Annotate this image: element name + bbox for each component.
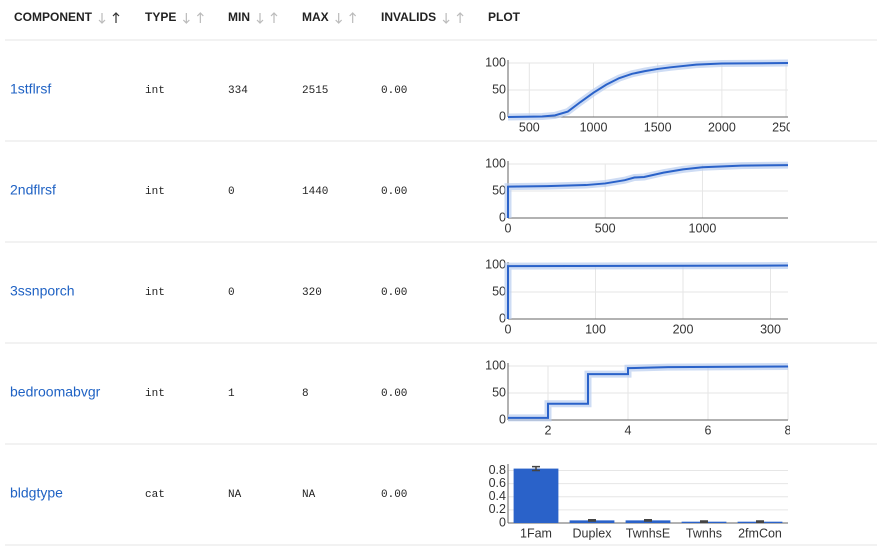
sort-arrow[interactable] <box>112 12 120 23</box>
min-cell: NA <box>228 489 242 501</box>
x-tick-label: 2fmCon <box>738 526 782 540</box>
y-tick-label: 0.6 <box>489 476 506 490</box>
x-tick-label: 1000 <box>689 221 717 235</box>
y-tick-label: 0 <box>499 412 506 426</box>
y-tick-label: 0.2 <box>489 502 506 516</box>
y-tick-label: 50 <box>492 284 506 298</box>
cdf-line <box>507 264 789 319</box>
y-tick-label: 50 <box>492 183 506 197</box>
x-tick-label: Twnhs <box>686 526 722 540</box>
x-tick-label: 1Fam <box>520 526 552 540</box>
y-tick-label: 100 <box>485 358 506 372</box>
min-cell: 1 <box>228 388 235 400</box>
x-tick-label: 1000 <box>580 120 608 134</box>
mini-chart: 0 50 100 0 100 200 300 <box>485 257 789 336</box>
x-tick-label: 500 <box>595 221 616 235</box>
mini-chart: 0 50 100 500 1000 1500 2000 2500 <box>485 55 800 134</box>
sort-arrow[interactable] <box>182 13 190 24</box>
x-tick-label: 2500 <box>772 120 800 134</box>
type-cell: int <box>145 388 165 400</box>
component-link[interactable]: bedroomabvgr <box>10 384 101 400</box>
y-tick-label: 0 <box>499 311 506 325</box>
type-cell: int <box>145 85 165 97</box>
column-header[interactable]: MIN <box>228 10 250 24</box>
max-cell: 1440 <box>302 186 328 198</box>
sort-arrow[interactable] <box>456 12 464 23</box>
error-bar <box>588 518 596 522</box>
sort-arrow[interactable] <box>349 12 357 23</box>
x-tick-label: 0 <box>505 322 512 336</box>
sort-arrow[interactable] <box>270 12 278 23</box>
component-link[interactable]: 2ndflrsf <box>10 182 56 198</box>
type-cell: int <box>145 186 165 198</box>
confidence-band <box>508 363 789 422</box>
sort-arrow[interactable] <box>196 12 204 23</box>
sort-arrow[interactable] <box>335 13 343 24</box>
cdf-line <box>507 164 789 218</box>
min-cell: 334 <box>228 85 248 97</box>
invalids-cell: 0.00 <box>381 287 407 299</box>
bar <box>513 468 559 523</box>
min-cell: 0 <box>228 287 235 299</box>
sort-arrow[interactable] <box>442 13 450 24</box>
column-header[interactable]: MAX <box>302 10 329 24</box>
x-tick-label: 200 <box>673 322 694 336</box>
mini-chart: 0 50 100 2 4 6 8 <box>485 358 792 437</box>
max-cell: 2515 <box>302 85 328 97</box>
invalids-cell: 0.00 <box>381 85 407 97</box>
component-link[interactable]: 3ssnporch <box>10 283 75 299</box>
x-tick-label: 2 <box>545 423 552 437</box>
y-tick-label: 0 <box>499 210 506 224</box>
column-header[interactable]: TYPE <box>145 10 176 24</box>
confidence-band <box>504 161 789 218</box>
column-header[interactable]: COMPONENT <box>14 10 93 24</box>
x-tick-label: 4 <box>625 423 632 437</box>
column-header[interactable]: INVALIDS <box>381 10 436 24</box>
error-bar <box>644 518 652 522</box>
error-bar <box>700 520 708 524</box>
column-header: PLOT <box>488 10 521 24</box>
cdf-line <box>508 365 789 419</box>
max-cell: 8 <box>302 388 309 400</box>
invalids-cell: 0.00 <box>381 388 407 400</box>
sort-arrow[interactable] <box>256 13 264 24</box>
type-cell: int <box>145 287 165 299</box>
error-bar <box>756 520 764 524</box>
x-tick-label: 100 <box>585 322 606 336</box>
x-tick-label: 2000 <box>708 120 736 134</box>
max-cell: 320 <box>302 287 322 299</box>
y-tick-label: 50 <box>492 385 506 399</box>
invalids-cell: 0.00 <box>381 489 407 501</box>
x-tick-label: 1500 <box>644 120 672 134</box>
x-tick-label: 6 <box>705 423 712 437</box>
x-tick-label: 0 <box>505 221 512 235</box>
x-tick-label: 300 <box>760 322 781 336</box>
y-tick-label: 0 <box>499 515 506 529</box>
invalids-cell: 0.00 <box>381 186 407 198</box>
error-bar <box>532 465 540 472</box>
x-tick-label: 8 <box>785 423 792 437</box>
y-tick-label: 100 <box>485 55 506 69</box>
min-cell: 0 <box>228 186 235 198</box>
component-link[interactable]: bldgtype <box>10 485 63 501</box>
y-tick-label: 100 <box>485 257 506 271</box>
cdf-line <box>507 62 789 118</box>
type-cell: cat <box>145 489 165 501</box>
max-cell: NA <box>302 489 316 501</box>
x-tick-label: Duplex <box>573 526 613 540</box>
y-tick-label: 50 <box>492 82 506 96</box>
x-tick-label: 500 <box>519 120 540 134</box>
mini-chart: 00.20.40.60.8 1Fam Duplex TwnhsE Twnhs 2fmCon <box>489 463 788 540</box>
x-tick-label: TwnhsE <box>626 526 670 540</box>
sort-arrow[interactable] <box>98 13 106 24</box>
y-tick-label: 100 <box>485 156 506 170</box>
y-tick-label: 0.4 <box>489 489 506 503</box>
y-tick-label: 0 <box>499 109 506 123</box>
component-link[interactable]: 1stflrsf <box>10 81 51 97</box>
y-tick-label: 0.8 <box>489 463 506 477</box>
